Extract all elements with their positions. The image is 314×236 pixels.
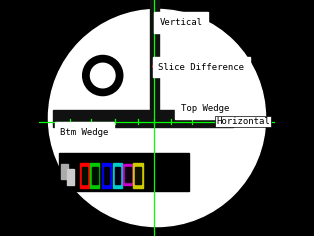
Bar — [135, 167, 141, 184]
Bar — [125, 167, 131, 182]
Bar — [150, 0, 159, 113]
Text: Vertical: Vertical — [160, 18, 202, 27]
Bar — [67, 169, 74, 185]
Text: Btm Wedge: Btm Wedge — [60, 128, 109, 137]
Bar — [133, 163, 143, 188]
Circle shape — [90, 63, 115, 88]
Bar — [90, 163, 100, 188]
Bar — [113, 163, 122, 188]
Bar — [59, 153, 189, 191]
Bar — [92, 167, 98, 184]
Bar — [123, 164, 133, 185]
Circle shape — [48, 9, 266, 227]
Bar — [102, 163, 111, 188]
Circle shape — [83, 55, 123, 96]
Bar — [82, 167, 88, 184]
Text: Slice Difference: Slice Difference — [158, 63, 244, 72]
Text: Top Wedge: Top Wedge — [181, 104, 229, 113]
Bar — [61, 164, 68, 179]
Text: Horizontal: Horizontal — [216, 117, 270, 126]
Bar — [53, 110, 233, 127]
Bar — [115, 167, 120, 184]
Bar — [104, 167, 109, 184]
Bar — [80, 163, 89, 188]
